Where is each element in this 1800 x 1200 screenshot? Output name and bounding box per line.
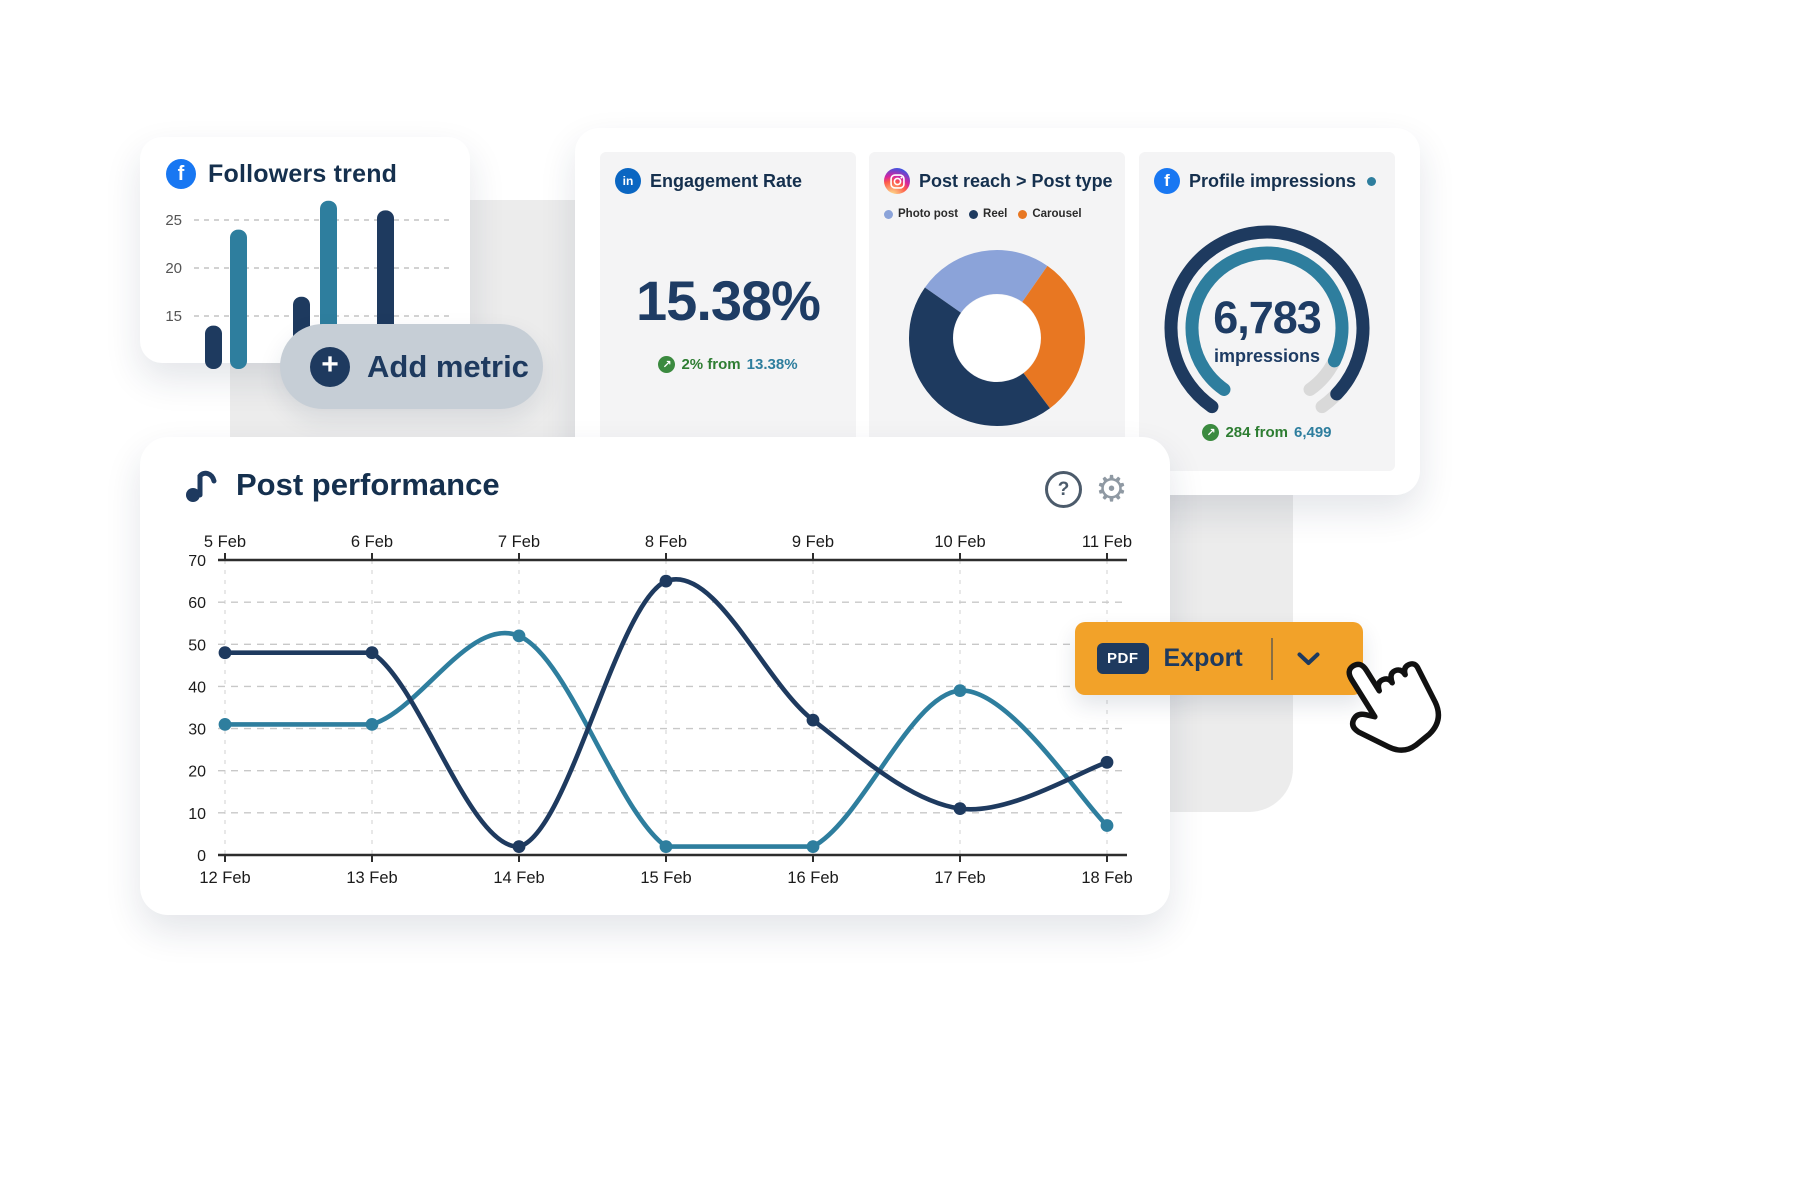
impressions-change: ↗ 284 from 6,499: [1139, 424, 1395, 441]
legend-item-photo-post: Photo post: [884, 208, 958, 220]
hand-cursor-icon: [1346, 661, 1442, 753]
svg-text:20: 20: [165, 260, 182, 277]
svg-text:15 Feb: 15 Feb: [640, 869, 691, 887]
svg-text:6 Feb: 6 Feb: [351, 533, 393, 551]
export-label: Export: [1163, 644, 1243, 672]
svg-text:18 Feb: 18 Feb: [1081, 869, 1132, 887]
change-text: 284 from: [1225, 424, 1288, 441]
linkedin-icon: in: [615, 168, 641, 194]
followers-trend-header: f Followers trend: [140, 137, 470, 189]
svg-text:13 Feb: 13 Feb: [346, 869, 397, 887]
legend-label: Reel: [983, 208, 1008, 220]
facebook-icon: f: [1154, 168, 1180, 194]
facebook-icon: f: [166, 159, 196, 189]
engagement-rate-value: 15.38%: [636, 269, 821, 332]
svg-text:12 Feb: 12 Feb: [199, 869, 250, 887]
add-metric-button[interactable]: + Add metric: [280, 324, 543, 409]
metrics-overview-card: in Engagement Rate 15.38% ↗ 2% from 13.3…: [575, 128, 1420, 495]
post-performance-card: Post performance ? ⚙ 0 10 20 30 40 50 60 70 5 Fe…: [140, 437, 1170, 915]
donut-legend: Photo post Reel Carousel: [884, 208, 1082, 220]
change-previous-value: 6,499: [1293, 424, 1332, 441]
post-performance-line-chart: 0 10 20 30 40 50 60 70 5 Feb 6 Feb 7 Feb 8 Feb 9 Feb…: [188, 533, 1132, 887]
change-previous-value: 13.38%: [746, 356, 798, 373]
svg-text:40: 40: [188, 679, 206, 696]
svg-text:7 Feb: 7 Feb: [498, 533, 540, 551]
post-performance-title: Post performance: [236, 467, 500, 502]
svg-text:11 Feb: 11 Feb: [1082, 533, 1132, 551]
change-text: 2% from: [681, 356, 741, 373]
svg-text:14 Feb: 14 Feb: [493, 869, 544, 887]
svg-text:17 Feb: 17 Feb: [934, 869, 985, 887]
legend-dot-reel: [969, 209, 979, 219]
profile-impressions-header: f Profile impressions: [1139, 152, 1395, 194]
export-divider: [1270, 637, 1273, 680]
svg-text:16 Feb: 16 Feb: [787, 869, 838, 887]
post-reach-donut-chart: [909, 250, 1085, 426]
svg-text:5 Feb: 5 Feb: [204, 533, 246, 551]
profile-impressions-card: f Profile impressions 6,783 impressions …: [1139, 152, 1395, 471]
trend-up-icon: ↗: [1202, 424, 1220, 441]
post-reach-card: Post reach > Post type Photo post Reel C…: [869, 152, 1125, 471]
engagement-rate-card: in Engagement Rate 15.38% ↗ 2% from 13.3…: [600, 152, 856, 471]
engagement-rate-title: Engagement Rate: [650, 170, 803, 191]
svg-text:0: 0: [197, 848, 206, 865]
svg-text:30: 30: [188, 722, 206, 739]
svg-text:15: 15: [165, 308, 182, 325]
help-button[interactable]: ?: [1045, 471, 1082, 508]
post-performance-header: Post performance: [184, 467, 500, 503]
legend-label: Carousel: [1032, 208, 1082, 220]
chevron-down-icon[interactable]: [1297, 652, 1320, 666]
plus-icon: +: [310, 346, 350, 387]
impressions-gauge-chart: [1164, 225, 1370, 414]
title-dot-icon: [1367, 176, 1377, 186]
svg-text:20: 20: [188, 764, 206, 781]
profile-impressions-title: Profile impressions: [1189, 170, 1357, 191]
post-reach-title: Post reach > Post type: [919, 170, 1113, 191]
legend-dot-carousel: [1018, 209, 1028, 219]
export-button[interactable]: PDF Export: [1075, 622, 1363, 695]
followers-trend-title: Followers trend: [208, 159, 398, 188]
svg-text:8 Feb: 8 Feb: [645, 533, 687, 551]
svg-text:50: 50: [188, 637, 206, 654]
legend-item-reel: Reel: [969, 208, 1007, 220]
gear-icon[interactable]: ⚙: [1093, 469, 1130, 510]
svg-text:60: 60: [188, 595, 206, 612]
svg-text:70: 70: [188, 553, 206, 570]
post-performance-icon: [186, 470, 217, 502]
post-reach-header: Post reach > Post type: [869, 152, 1125, 194]
legend-label: Photo post: [898, 208, 959, 220]
legend-item-carousel: Carousel: [1018, 208, 1082, 220]
svg-text:10: 10: [188, 806, 206, 823]
svg-text:9 Feb: 9 Feb: [792, 533, 834, 551]
engagement-rate-change: ↗ 2% from 13.38%: [600, 356, 856, 373]
engagement-rate-header: in Engagement Rate: [600, 152, 856, 194]
svg-text:25: 25: [165, 212, 182, 229]
instagram-icon: [884, 168, 910, 194]
trend-up-icon: ↗: [658, 356, 676, 373]
legend-dot-photo-post: [884, 209, 893, 219]
svg-text:10 Feb: 10 Feb: [934, 533, 985, 551]
add-metric-label: Add metric: [367, 348, 529, 384]
pdf-badge: PDF: [1097, 643, 1149, 674]
